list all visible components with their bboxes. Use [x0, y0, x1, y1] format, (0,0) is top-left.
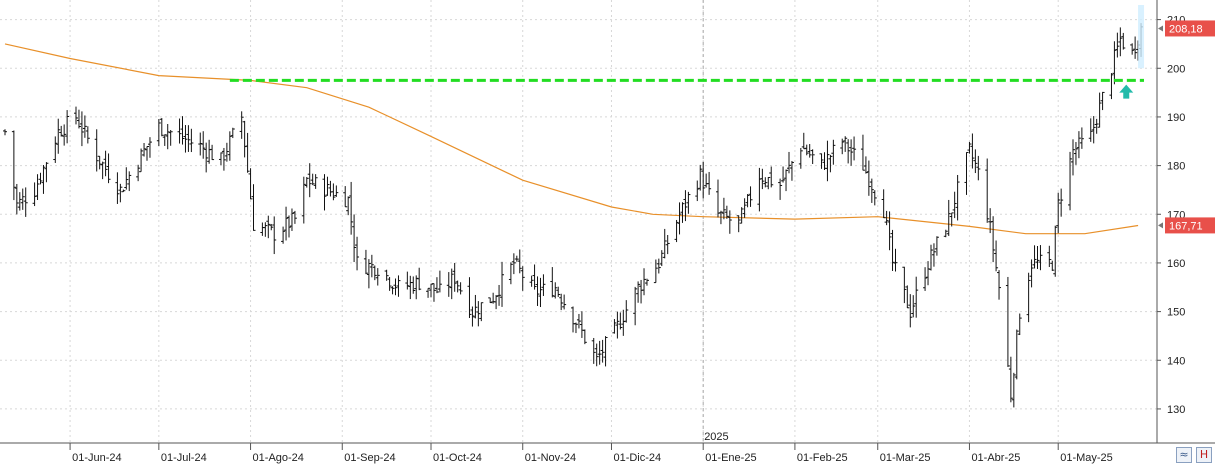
y-tick-label: 190: [1167, 112, 1185, 124]
price-bars: [3, 23, 1144, 408]
ma-value-label-text: 167,71: [1169, 220, 1203, 232]
year-label: 2025: [704, 431, 728, 443]
plot-area: [0, 0, 1157, 443]
y-tick-label: 160: [1167, 258, 1185, 270]
y-tick-label: 180: [1167, 161, 1185, 173]
h-scale-icon[interactable]: H: [1196, 447, 1212, 463]
last-price-label-box: [1165, 20, 1215, 37]
x-tick-label: 01-Dic-24: [613, 452, 661, 464]
up-arrow-icon: [1119, 84, 1134, 99]
last-price-label-pointer: [1158, 25, 1163, 32]
x-tick-label: 01-May-25: [1060, 452, 1113, 464]
y-tick-label: 200: [1167, 63, 1185, 75]
y-tick-label: 140: [1167, 355, 1185, 367]
y-tick-label: 130: [1167, 404, 1185, 416]
x-tick-label: 01-Ago-24: [253, 452, 304, 464]
y-tick-label: 150: [1167, 307, 1185, 319]
moving-average-line: [4, 43, 1139, 235]
zoom-icon[interactable]: ≈: [1176, 447, 1192, 463]
overlay-layer: [229, 5, 1145, 99]
x-tick-label: 01-Oct-24: [433, 452, 482, 464]
x-tick-label: 01-Mar-25: [880, 452, 931, 464]
x-tick-label: 01-Ene-25: [705, 452, 756, 464]
x-tick-label: 01-Nov-24: [525, 452, 576, 464]
x-tick-label: 01-Jun-24: [72, 452, 122, 464]
x-tick-label: 01-Jul-24: [161, 452, 207, 464]
last-bar-highlight: [1138, 5, 1145, 69]
x-tick-label: 01-Sep-24: [344, 452, 395, 464]
x-tick-label: 01-Feb-25: [797, 452, 848, 464]
ma-value-label-box: [1165, 217, 1215, 234]
ma-value-label-pointer: [1158, 222, 1163, 229]
moving-average-layer: [4, 43, 1139, 235]
x-tick-label: 01-Abr-25: [971, 452, 1020, 464]
last-price-label-text: 208,18: [1169, 23, 1203, 35]
x-axis: 01-Jun-24 01-Jul-24 01-Ago-24 01-Sep-24 01-O…: [0, 431, 1215, 464]
